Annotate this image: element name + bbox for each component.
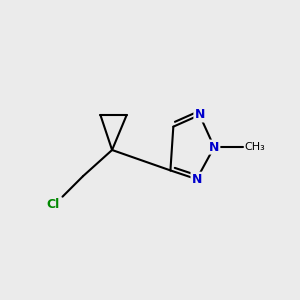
Text: CH₃: CH₃: [245, 142, 266, 152]
Text: N: N: [191, 173, 202, 186]
Text: Cl: Cl: [46, 198, 60, 211]
Text: N: N: [194, 109, 205, 122]
Text: N: N: [209, 141, 219, 154]
